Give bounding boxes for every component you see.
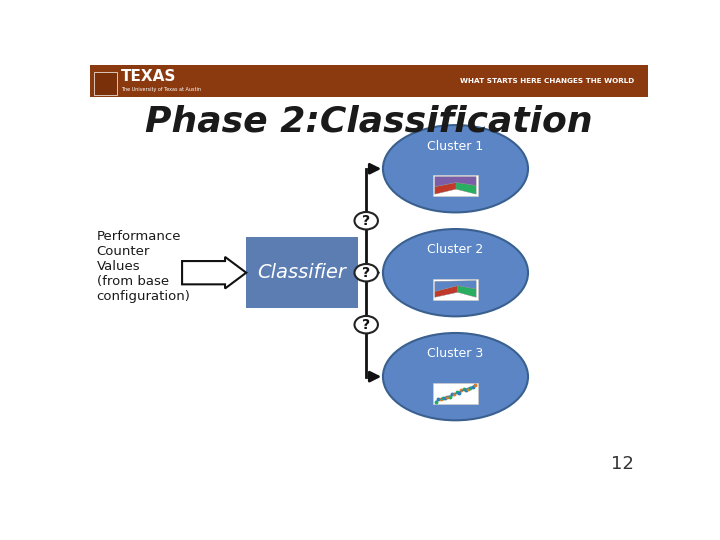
Circle shape bbox=[354, 212, 378, 230]
Polygon shape bbox=[435, 286, 458, 298]
Polygon shape bbox=[456, 183, 476, 194]
Text: Cluster 3: Cluster 3 bbox=[428, 347, 484, 360]
Text: Phase 2:Classification: Phase 2:Classification bbox=[145, 104, 593, 138]
Text: The University of Texas at Austin: The University of Texas at Austin bbox=[121, 86, 201, 92]
Polygon shape bbox=[182, 257, 246, 288]
Circle shape bbox=[354, 264, 378, 281]
Bar bbox=[90, 65, 648, 97]
Ellipse shape bbox=[383, 125, 528, 212]
Text: Performance
Counter
Values
(from base
configuration): Performance Counter Values (from base co… bbox=[96, 230, 191, 303]
Bar bbox=[94, 72, 117, 94]
Text: 12: 12 bbox=[611, 455, 634, 473]
Polygon shape bbox=[435, 177, 476, 187]
Circle shape bbox=[354, 316, 378, 333]
FancyBboxPatch shape bbox=[433, 279, 478, 300]
Text: ?: ? bbox=[362, 318, 370, 332]
Text: ?: ? bbox=[362, 266, 370, 280]
Polygon shape bbox=[435, 281, 476, 292]
FancyBboxPatch shape bbox=[246, 238, 358, 308]
Polygon shape bbox=[458, 286, 476, 298]
Text: Classifier: Classifier bbox=[258, 263, 346, 282]
FancyBboxPatch shape bbox=[433, 175, 478, 196]
Text: TEXAS: TEXAS bbox=[121, 69, 176, 84]
Ellipse shape bbox=[383, 333, 528, 420]
Text: Cluster 2: Cluster 2 bbox=[428, 244, 484, 256]
FancyBboxPatch shape bbox=[433, 383, 478, 404]
Text: Cluster 1: Cluster 1 bbox=[428, 139, 484, 152]
Polygon shape bbox=[435, 183, 456, 194]
Text: WHAT STARTS HERE CHANGES THE WORLD: WHAT STARTS HERE CHANGES THE WORLD bbox=[460, 78, 634, 84]
Ellipse shape bbox=[383, 229, 528, 316]
Text: ?: ? bbox=[362, 214, 370, 228]
